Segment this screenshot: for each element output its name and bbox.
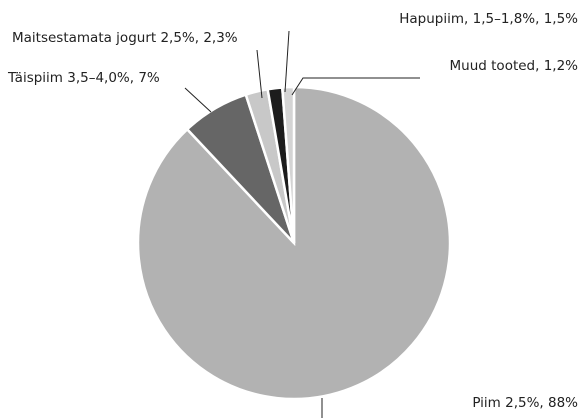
leader-line: [284, 30, 290, 93]
slice-label: Piim 2,5%, 88%: [472, 395, 578, 411]
slice-label: Muud tooted, 1,2%: [450, 58, 579, 74]
pie-slice: [280, 85, 296, 244]
leader-line: [291, 77, 420, 96]
slice-label: Täispiim 3,5–4,0%, 7%: [7, 70, 160, 86]
slice-label: Hapupiim, 1,5–1,8%, 1,5%: [399, 11, 578, 27]
leader-line: [256, 49, 263, 99]
slice-label: Maitsestamata jogurt 2,5%, 2,3%: [12, 30, 238, 46]
leader-line: [184, 87, 212, 113]
